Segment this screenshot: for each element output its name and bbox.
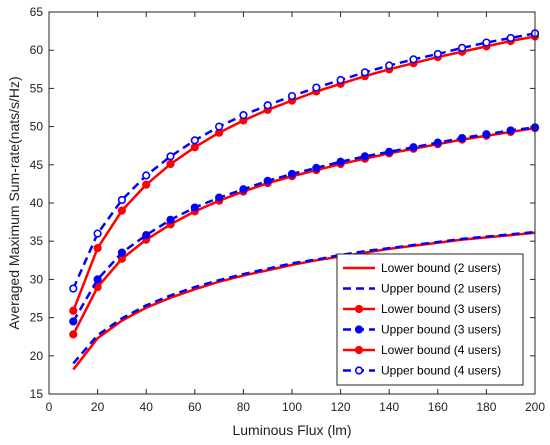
series-3-point-4 [166, 215, 175, 224]
legend-label-0: Lower bound (2 users) [381, 261, 501, 275]
series-5-point-0 [69, 284, 78, 293]
series-5-point-9 [287, 91, 297, 101]
series-3-point-17 [482, 130, 491, 139]
series-4-point-0 [69, 306, 78, 315]
legend: Lower bound (2 users) Upper bound (2 user… [336, 253, 524, 386]
x-tick-label-7: 140 [379, 400, 399, 414]
legend-label-5: Upper bound (4 users) [381, 364, 501, 378]
series-3-point-9 [287, 169, 297, 179]
series-line-3 [72, 126, 536, 323]
legend-marker-2 [354, 304, 364, 314]
series-1 [72, 230, 536, 365]
x-tick-label-5: 100 [282, 400, 302, 414]
series-line-5 [72, 32, 536, 290]
legend-box [336, 253, 524, 386]
series-3-point-5 [190, 203, 199, 212]
series-5-point-16 [458, 43, 467, 53]
series-5-point-3 [142, 171, 151, 180]
series-5-point-7 [239, 111, 248, 120]
series-5-point-17 [482, 38, 491, 47]
series-3-point-7 [239, 185, 248, 194]
y-tick-label-5: 40 [30, 196, 44, 210]
series-5-point-18 [506, 33, 515, 43]
series-3-point-8 [263, 176, 272, 185]
legend-marker-4 [354, 345, 364, 355]
series-5-point-6 [215, 122, 224, 131]
series-5-point-13 [385, 61, 394, 70]
series-5-point-4 [166, 152, 175, 161]
ticks-layer: 0 20 40 60 80 100 120 140 160 180 200 15 20 25 30 35 40 4… [30, 5, 546, 414]
series-3-point-16 [458, 133, 467, 143]
legend-label-1: Upper bound (2 users) [381, 282, 501, 296]
series-0 [72, 231, 536, 371]
legend-label-3: Upper bound (3 users) [381, 323, 501, 337]
y-tick-label-3: 30 [30, 272, 44, 286]
x-tick-label-1: 20 [91, 400, 105, 414]
y-tick-label-6: 45 [30, 158, 44, 172]
series-5-point-11 [336, 75, 345, 85]
series-4-point-1 [93, 243, 102, 253]
y-tick-label-7: 50 [30, 120, 44, 134]
x-tick-label-2: 40 [140, 400, 154, 414]
y-tick-label-4: 35 [30, 234, 44, 248]
series-2-point-0 [69, 330, 78, 339]
series-5-point-2 [117, 195, 126, 205]
series-3-point-2 [117, 248, 126, 257]
x-axis-label: Luminous Flux (lm) [232, 422, 351, 438]
series-3-point-12 [360, 152, 370, 161]
series-3-point-0 [69, 317, 78, 326]
series-line-1 [72, 230, 536, 365]
series-5-point-8 [263, 101, 272, 110]
series-3-point-14 [409, 143, 418, 152]
x-tick-label-10: 200 [525, 400, 545, 414]
y-tick-label-10: 65 [30, 5, 44, 19]
series-3-point-3 [142, 230, 151, 240]
series-3-point-11 [336, 157, 345, 166]
series-5-point-12 [360, 68, 370, 77]
series-line-0 [72, 231, 536, 371]
series-5-point-10 [312, 83, 321, 92]
y-tick-label-8: 55 [30, 81, 44, 95]
x-tick-label-3: 60 [188, 400, 202, 414]
series-layer [69, 29, 540, 371]
x-tick-label-4: 80 [237, 400, 251, 414]
x-tick-label-0: 0 [46, 400, 53, 414]
y-tick-label-0: 15 [30, 387, 44, 401]
series-line-4 [72, 35, 536, 312]
series-3-point-10 [312, 163, 321, 172]
legend-marker-5 [354, 366, 364, 375]
legend-label-4: Lower bound (4 users) [381, 343, 501, 357]
series-4-point-2 [117, 206, 126, 215]
y-tick-label-2: 25 [30, 311, 44, 325]
series-3-point-15 [433, 138, 442, 147]
series-3 [69, 123, 540, 326]
series-line-2 [72, 126, 536, 335]
series-5-point-1 [93, 229, 102, 238]
series-3-point-1 [93, 275, 102, 284]
y-tick-label-9: 60 [30, 43, 44, 57]
x-tick-label-6: 120 [331, 400, 351, 414]
series-5-point-14 [409, 55, 418, 64]
y-tick-label-1: 20 [30, 349, 44, 363]
legend-label-2: Lower bound (3 users) [381, 302, 501, 316]
series-5-point-15 [433, 49, 442, 59]
x-tick-label-9: 180 [476, 400, 496, 414]
series-5-point-5 [190, 136, 199, 145]
series-4-point-5 [190, 143, 199, 152]
series-4-point-3 [142, 180, 151, 189]
x-tick-label-8: 160 [428, 400, 448, 414]
legend-marker-3 [354, 325, 364, 334]
series-3-point-6 [215, 193, 224, 202]
series-3-point-18 [506, 126, 515, 135]
series-3-point-13 [385, 147, 394, 156]
series-4-point-4 [166, 159, 175, 169]
y-axis-label: Averaged Maximum Sum-rate(nats/s/Hz) [6, 76, 22, 329]
